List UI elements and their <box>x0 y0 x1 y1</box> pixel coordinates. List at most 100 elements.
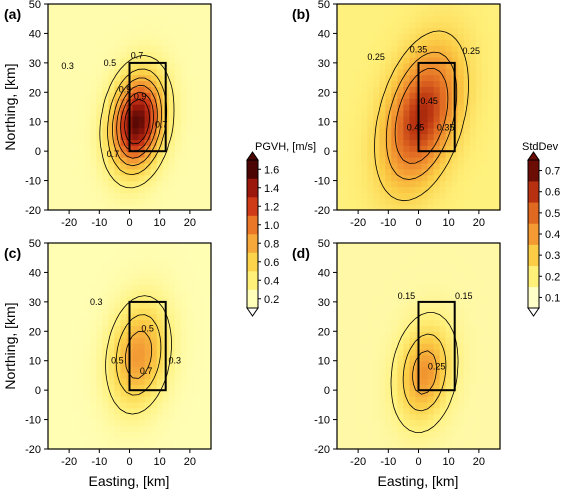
heatmap-cell <box>475 151 483 158</box>
heatmap-cell <box>192 366 200 374</box>
heatmap-cell <box>337 295 344 303</box>
colorbar-band <box>247 215 258 235</box>
heatmap-cell <box>54 243 61 250</box>
heatmap-cell <box>391 331 398 338</box>
heatmap-cell <box>192 325 200 332</box>
heatmap-cell <box>60 168 67 176</box>
heatmap-cell <box>421 354 429 362</box>
heatmap-cell <box>475 145 483 152</box>
heatmap-cell <box>355 192 362 199</box>
heatmap-cell <box>475 419 483 427</box>
heatmap-cell <box>427 290 435 297</box>
heatmap-cell <box>174 27 182 35</box>
heatmap-cell <box>469 401 477 409</box>
heatmap-cell <box>132 248 140 256</box>
heatmap-cell <box>373 157 380 164</box>
heatmap-cell <box>481 86 489 93</box>
heatmap-cell <box>60 33 67 40</box>
heatmap-cell <box>72 62 79 70</box>
heatmap-cell <box>96 21 103 29</box>
heatmap-cell <box>361 68 368 76</box>
heatmap-cell <box>487 390 495 397</box>
heatmap-cell <box>78 33 85 40</box>
heatmap-cell <box>445 139 453 146</box>
heatmap-cell <box>427 127 435 135</box>
heatmap-cell <box>54 307 61 315</box>
heatmap-cell <box>144 39 152 46</box>
heatmap-cell <box>192 407 200 415</box>
heatmap-cell <box>48 313 55 321</box>
heatmap-cell <box>367 86 374 93</box>
heatmap-cell <box>373 115 380 123</box>
heatmap-cell <box>204 198 212 205</box>
heatmap-cell <box>469 437 477 444</box>
heatmap-cell <box>204 301 212 309</box>
heatmap-cell <box>204 272 212 279</box>
heatmap-cell <box>397 307 405 315</box>
heatmap-cell <box>54 127 61 135</box>
heatmap-cell <box>132 384 140 391</box>
heatmap-cell <box>72 243 79 250</box>
heatmap-cell <box>102 419 109 427</box>
heatmap-cell <box>379 360 386 368</box>
heatmap-cell <box>427 109 435 117</box>
heatmap-cell <box>481 384 489 391</box>
heatmap-cell <box>156 443 164 450</box>
heatmap-cell <box>96 248 103 256</box>
heatmap-cell <box>108 98 116 105</box>
heatmap-cell <box>463 290 471 297</box>
heatmap-cell <box>367 4 374 11</box>
heatmap-cell <box>427 284 435 291</box>
heatmap-cell <box>349 243 356 250</box>
heatmap-cell <box>367 372 374 379</box>
heatmap-cell <box>481 151 489 158</box>
heatmap-cell <box>60 86 67 93</box>
heatmap-cell <box>78 162 85 170</box>
heatmap-cell <box>120 260 128 268</box>
heatmap-cell <box>433 162 441 170</box>
heatmap-cell <box>60 401 67 409</box>
heatmap-cell <box>361 151 368 158</box>
heatmap-cell <box>367 272 374 279</box>
contour-line <box>99 55 175 189</box>
heatmap-cell <box>156 21 164 29</box>
heatmap-cell <box>391 127 398 135</box>
heatmap-cell <box>445 413 453 421</box>
heatmap-cell <box>120 9 128 17</box>
heatmap-cell <box>162 45 170 52</box>
heatmap-cell <box>174 92 182 99</box>
heatmap-cell <box>102 204 109 211</box>
heatmap-cell <box>186 51 194 58</box>
heatmap-cell <box>355 407 362 415</box>
heatmap-cell <box>409 157 417 164</box>
heatmap-cell <box>144 92 152 99</box>
colorbar-band <box>528 223 539 245</box>
heatmap-cell <box>457 295 465 303</box>
heatmap-cell <box>180 284 188 291</box>
heatmap-cell <box>84 80 91 87</box>
heatmap-cell <box>487 407 495 415</box>
heatmap-cell <box>90 151 97 158</box>
heatmap-cell <box>403 157 411 164</box>
heatmap-cell <box>421 186 429 193</box>
heatmap-cell <box>90 157 97 164</box>
heatmap-cell <box>174 145 182 152</box>
heatmap-cell <box>96 151 103 158</box>
heatmap-cell <box>144 290 152 297</box>
heatmap-cell <box>361 354 368 362</box>
heatmap-cell <box>415 15 423 23</box>
y-tick-label: 40 <box>318 267 330 279</box>
heatmap-cell <box>343 192 350 199</box>
heatmap-cell <box>90 325 97 332</box>
heatmap-cell <box>409 266 417 274</box>
heatmap-cell <box>144 266 152 274</box>
heatmap-cell <box>108 168 116 176</box>
heatmap-cell <box>361 313 368 321</box>
heatmap-cell <box>427 51 435 58</box>
heatmap-cell <box>102 272 109 279</box>
heatmap-cell <box>204 278 212 285</box>
heatmap-cell <box>138 401 146 409</box>
heatmap-cell <box>84 115 91 123</box>
heatmap-cell <box>439 307 447 315</box>
heatmap-cell <box>66 51 73 58</box>
